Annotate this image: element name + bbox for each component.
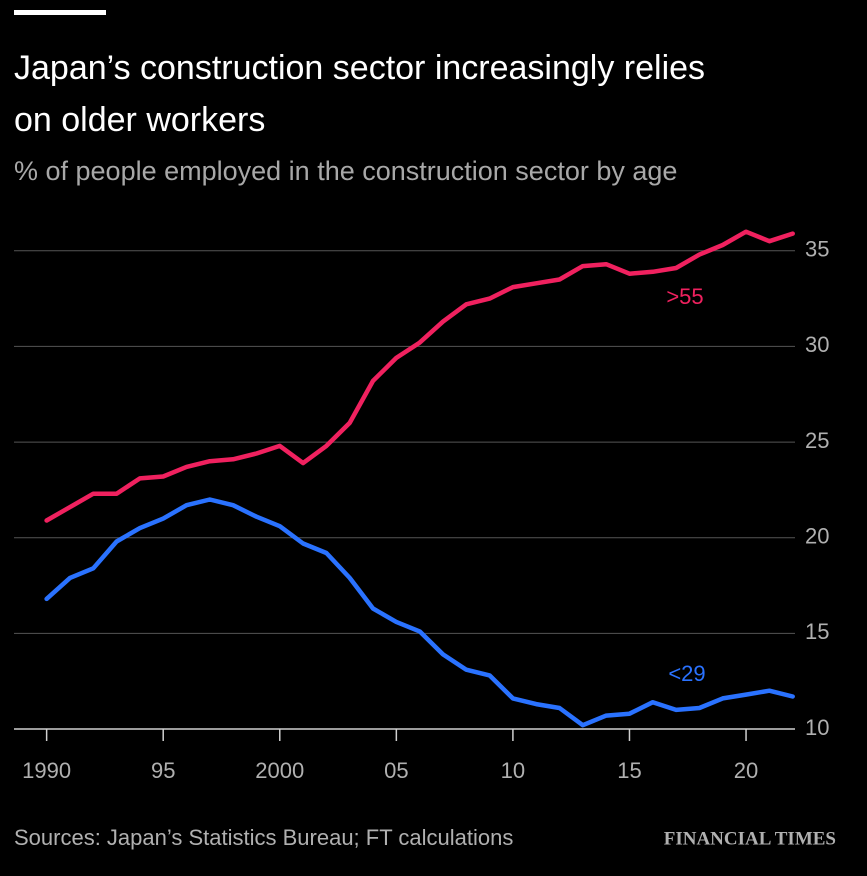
x-tick-label: 10: [501, 758, 525, 783]
series-label: >55: [666, 284, 703, 309]
y-tick-label: 30: [805, 332, 829, 357]
x-tick-label: 95: [151, 758, 175, 783]
x-tick-label: 1990: [22, 758, 71, 783]
chart-title: on older workers: [14, 101, 265, 139]
y-tick-label: 35: [805, 237, 829, 262]
x-tick-label: 2000: [255, 758, 304, 783]
brand-bar: [14, 10, 106, 15]
x-tick-label: 20: [734, 758, 758, 783]
brand: FINANCIAL TIMES: [664, 828, 836, 849]
chart-title: Japan’s construction sector increasingly…: [14, 49, 705, 87]
y-tick-label: 25: [805, 428, 829, 453]
series-line: [44, 497, 795, 728]
y-tick-label: 20: [805, 524, 829, 549]
chart-subtitle: % of people employed in the construction…: [14, 156, 677, 186]
series-line: [44, 229, 795, 523]
y-tick-label: 10: [805, 715, 829, 740]
source: Sources: Japan’s Statistics Bureau; FT c…: [14, 825, 513, 850]
series-label: <29: [668, 661, 705, 686]
x-tick-label: 15: [617, 758, 641, 783]
y-tick-label: 15: [805, 619, 829, 644]
x-tick-label: 05: [384, 758, 408, 783]
